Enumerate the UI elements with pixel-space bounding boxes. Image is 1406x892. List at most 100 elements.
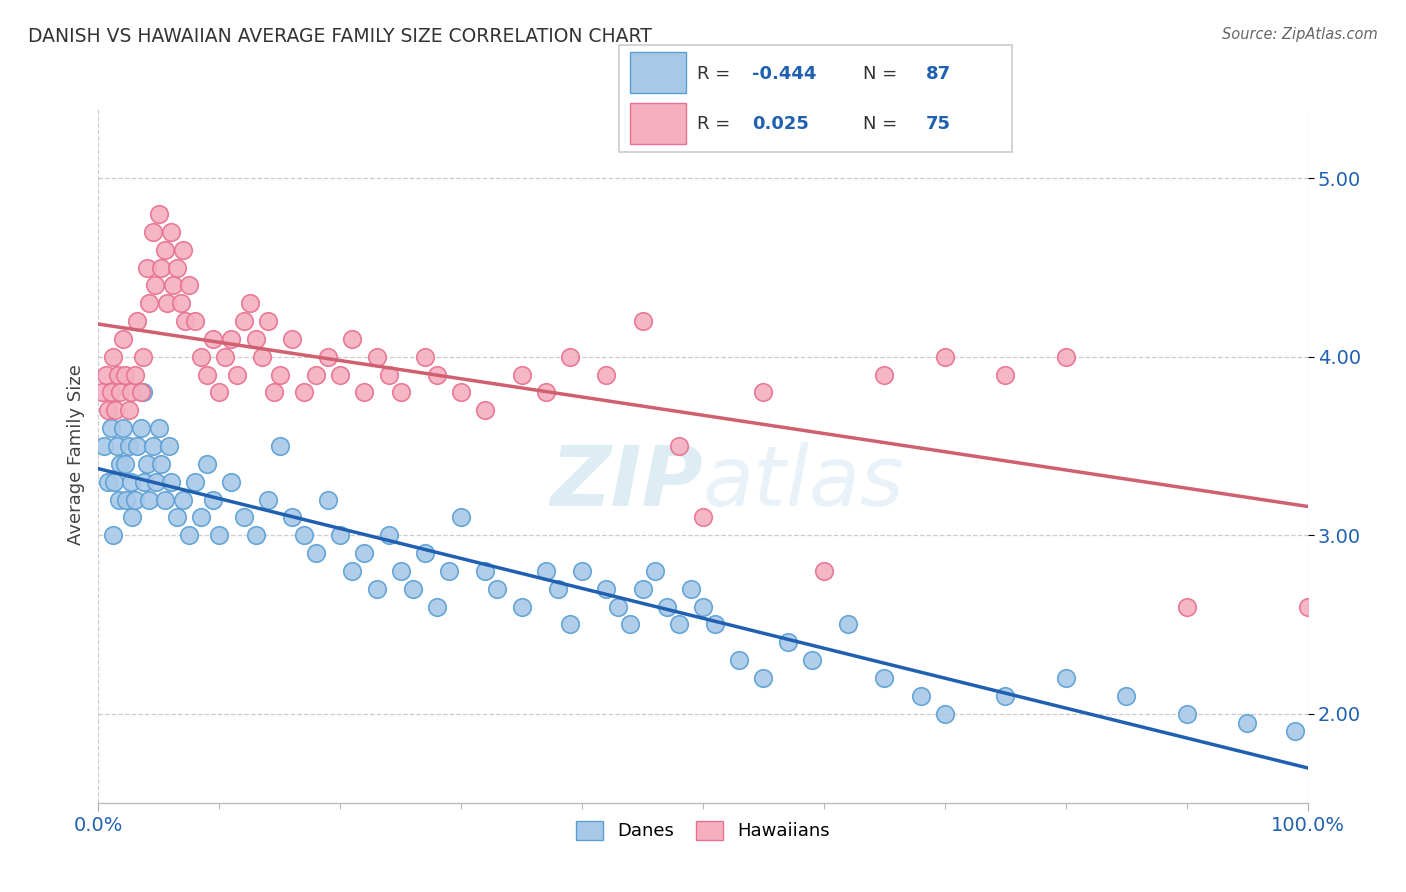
Point bbox=[389, 564, 412, 578]
Point bbox=[1236, 715, 1258, 730]
Point bbox=[534, 564, 557, 578]
Point bbox=[329, 528, 352, 542]
Point bbox=[619, 617, 641, 632]
Point bbox=[607, 599, 630, 614]
Point bbox=[1175, 599, 1198, 614]
Point bbox=[377, 528, 399, 542]
Point bbox=[595, 368, 617, 382]
Point bbox=[104, 403, 127, 417]
Point bbox=[195, 457, 218, 471]
Point bbox=[135, 457, 157, 471]
Point bbox=[118, 439, 141, 453]
Point bbox=[910, 689, 932, 703]
Point bbox=[692, 510, 714, 524]
Text: N =: N = bbox=[863, 64, 903, 82]
Point bbox=[342, 332, 364, 346]
Point bbox=[245, 332, 267, 346]
Text: -0.444: -0.444 bbox=[752, 64, 817, 82]
Point bbox=[153, 243, 176, 257]
Text: 0.025: 0.025 bbox=[752, 115, 810, 133]
Point bbox=[121, 510, 143, 524]
Point bbox=[108, 457, 131, 471]
Bar bbox=[630, 52, 686, 93]
Point bbox=[413, 546, 436, 560]
Point bbox=[281, 332, 304, 346]
Text: atlas: atlas bbox=[703, 442, 904, 524]
Point bbox=[510, 368, 533, 382]
Point bbox=[329, 368, 352, 382]
Point bbox=[873, 368, 896, 382]
Point bbox=[837, 617, 859, 632]
Point bbox=[486, 582, 509, 596]
Text: 75: 75 bbox=[925, 115, 950, 133]
Point bbox=[214, 350, 236, 364]
Point bbox=[184, 314, 207, 328]
Point bbox=[305, 368, 328, 382]
Point bbox=[1175, 706, 1198, 721]
Point bbox=[162, 278, 184, 293]
Point bbox=[208, 385, 231, 400]
Point bbox=[166, 510, 188, 524]
Point bbox=[145, 475, 167, 489]
Point bbox=[157, 439, 180, 453]
Text: R =: R = bbox=[697, 115, 742, 133]
Point bbox=[558, 617, 581, 632]
Point bbox=[143, 278, 166, 293]
Point bbox=[342, 564, 364, 578]
Point bbox=[263, 385, 285, 400]
Point bbox=[169, 296, 191, 310]
Point bbox=[172, 243, 194, 257]
Point bbox=[316, 492, 339, 507]
Point bbox=[232, 314, 254, 328]
Point bbox=[93, 439, 115, 453]
Point bbox=[138, 492, 160, 507]
Point bbox=[873, 671, 896, 685]
Bar bbox=[630, 103, 686, 145]
Point bbox=[100, 385, 122, 400]
Point bbox=[101, 528, 124, 542]
Point bbox=[547, 582, 569, 596]
Point bbox=[256, 314, 278, 328]
Point bbox=[174, 314, 197, 328]
Text: N =: N = bbox=[863, 115, 903, 133]
Text: Source: ZipAtlas.com: Source: ZipAtlas.com bbox=[1222, 27, 1378, 42]
Point bbox=[426, 599, 449, 614]
Y-axis label: Average Family Size: Average Family Size bbox=[66, 365, 84, 545]
Point bbox=[366, 582, 388, 596]
Point bbox=[135, 260, 157, 275]
Point bbox=[160, 475, 183, 489]
Point bbox=[148, 207, 170, 221]
Point bbox=[1115, 689, 1137, 703]
Point bbox=[631, 314, 654, 328]
Point bbox=[437, 564, 460, 578]
Point bbox=[353, 385, 375, 400]
Point bbox=[692, 599, 714, 614]
Point bbox=[250, 350, 273, 364]
Point bbox=[114, 457, 136, 471]
Point bbox=[111, 332, 134, 346]
Point bbox=[704, 617, 727, 632]
Text: R =: R = bbox=[697, 64, 737, 82]
Point bbox=[184, 475, 207, 489]
Point bbox=[156, 296, 179, 310]
Point bbox=[1054, 350, 1077, 364]
Point bbox=[800, 653, 823, 667]
Point bbox=[179, 528, 201, 542]
Point bbox=[239, 296, 262, 310]
Point bbox=[571, 564, 593, 578]
Point bbox=[534, 385, 557, 400]
Point bbox=[100, 421, 122, 435]
Point bbox=[150, 260, 173, 275]
Point bbox=[776, 635, 799, 649]
Point bbox=[994, 368, 1017, 382]
Point bbox=[97, 475, 120, 489]
Point bbox=[305, 546, 328, 560]
Point bbox=[558, 350, 581, 364]
Point bbox=[450, 510, 472, 524]
Point bbox=[269, 368, 291, 382]
Point bbox=[402, 582, 425, 596]
Point bbox=[269, 439, 291, 453]
Point bbox=[108, 385, 131, 400]
Point bbox=[994, 689, 1017, 703]
Point bbox=[195, 368, 218, 382]
